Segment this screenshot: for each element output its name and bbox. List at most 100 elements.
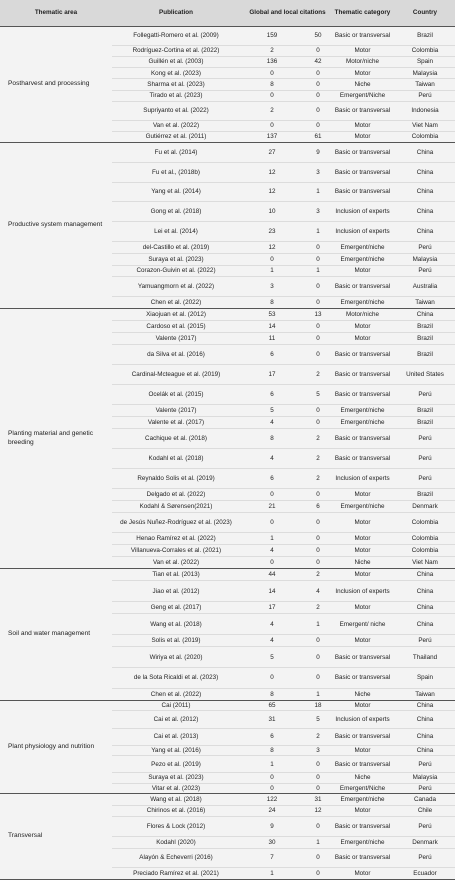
country-cell: China (416, 746, 434, 754)
table-row: Kong et al. (2023) 0 0 Motor Malaysia (112, 68, 455, 80)
country-cell: Perú (418, 637, 432, 645)
thematic-group: Postharvest and processing Follegatti-Rom… (0, 27, 455, 143)
category-cell: Motor (354, 702, 371, 710)
global-cell: 0 (270, 491, 274, 499)
category-cell: Inclusion of experts (335, 715, 390, 723)
country-cell: Brazil (417, 491, 433, 499)
publication-cell: Kong et al. (2023) (150, 69, 202, 77)
publication-cell: de Jesús Nuñez-Rodríguez et al. (2023) (120, 519, 232, 527)
category-cell: Basic or transversal (334, 370, 391, 378)
thematic-area: Productive system management (8, 221, 103, 229)
local-cell: 2 (316, 370, 320, 378)
publication-cell: Ocelák et al. (2015) (148, 390, 204, 398)
table-row: Valente (2017) 5 0 Emergent/niche Brazil (112, 405, 455, 418)
table-row: Guillén et al. (2003) 136 42 Motor/niche Spa… (112, 57, 455, 69)
global-cell: 0 (270, 774, 274, 782)
country-cell: China (416, 208, 434, 216)
table-row: Cardoso et al. (2015) 14 0 Motor Brazil (112, 321, 455, 333)
global-cell: 65 (268, 702, 276, 710)
category-cell: Basic or transversal (334, 32, 391, 40)
category-cell: Inclusion of experts (335, 228, 390, 236)
global-cell: 0 (270, 558, 274, 566)
category-cell: Motor (354, 122, 371, 130)
table-row: Ocelák et al. (2015) 6 5 Basic or transvers… (112, 385, 455, 406)
table-row: Alayón & Echeverri (2016) 7 0 Basic or tran… (112, 849, 455, 869)
category-cell: Motor (354, 604, 371, 612)
group-rows: Xiaojuan et al. (2012) 53 13 Motor/niche Chi… (112, 309, 455, 568)
category-cell: Basic or transversal (334, 733, 391, 741)
publication-cell: Gutiérrez et al. (2011) (145, 133, 207, 141)
global-cell: 0 (270, 519, 274, 527)
table-row: Cai (2011) 65 18 Motor China (112, 701, 455, 712)
global-cell: 14 (268, 587, 276, 595)
category-cell: Motor (354, 69, 371, 77)
country-cell: Brazil (417, 32, 433, 40)
publication-cell: Kodahl & Sørensen(2021) (139, 503, 213, 511)
category-cell: Basic or transversal (334, 148, 391, 156)
local-cell: 0 (316, 637, 320, 645)
local-cell: 0 (316, 322, 320, 330)
local-cell: 0 (316, 870, 320, 878)
local-cell: 0 (316, 299, 320, 307)
country-cell: China (416, 604, 434, 612)
local-cell: 0 (316, 774, 320, 782)
category-cell: Motor (354, 133, 371, 141)
category-cell: Emergent/ niche (339, 620, 386, 628)
thematic-group: Productive system management Fu et al. (2… (0, 143, 455, 309)
publication-cell: Pezo et al. (2019) (151, 760, 201, 768)
global-cell: 0 (270, 92, 274, 100)
table-row: Chen et al. (2022) 8 0 Emergent/niche Taiwan (112, 297, 455, 308)
local-cell: 0 (316, 406, 320, 414)
publication-cell: Geng et al. (2017) (150, 604, 202, 612)
table-row: Yang et al. (2016) 8 3 Motor China (112, 746, 455, 757)
global-cell: 17 (268, 604, 276, 612)
country-cell: China (416, 310, 434, 318)
publication-cell: Van et al. (2022) (152, 558, 200, 566)
global-cell: 4 (270, 418, 274, 426)
country-cell: China (416, 715, 434, 723)
global-cell: 6 (270, 350, 274, 358)
thematic-area: Planting material and genetic breeding (8, 429, 94, 446)
publication-cell: Yang et al. (2016) (151, 746, 201, 754)
publication-cell: Tian et al. (2013) (152, 571, 200, 579)
global-cell: 136 (266, 58, 278, 66)
country-cell: Perú (418, 92, 432, 100)
thematic-group: Soil and water management Tian et al. (20… (0, 569, 455, 701)
table-row: da Silva et al. (2016) 6 0 Basic or transve… (112, 345, 455, 365)
category-cell: Emergent/niche (340, 795, 385, 803)
category-cell: Basic or transversal (334, 168, 391, 176)
table-row: Corazon-Guivin et al. (2022) 1 1 Motor Perú (112, 266, 455, 278)
global-cell: 24 (268, 807, 276, 815)
category-cell: Motor (354, 519, 371, 527)
local-cell: 0 (316, 491, 320, 499)
global-cell: 9 (270, 823, 274, 831)
category-cell: Basic or transversal (334, 674, 391, 682)
global-cell: 8 (270, 746, 274, 754)
local-cell: 0 (316, 334, 320, 342)
country-cell: Denmark (412, 838, 438, 846)
country-cell: Perú (418, 854, 432, 862)
local-cell: 2 (316, 604, 320, 612)
local-cell: 2 (316, 434, 320, 442)
local-cell: 0 (316, 823, 320, 831)
table-row: Lei et al. (2014) 23 1 Inclusion of experts… (112, 222, 455, 243)
local-cell: 1 (316, 838, 320, 846)
publication-cell: Lei et al. (2014) (154, 228, 198, 236)
country-cell: Thailand (412, 653, 438, 661)
country-cell: Perú (418, 390, 432, 398)
global-cell: 11 (268, 334, 276, 342)
category-cell: Emergent/Niche (339, 784, 386, 792)
local-cell: 1 (316, 267, 320, 275)
country-cell: Colombia (411, 546, 439, 554)
publication-cell: Sharma et al. (2023) (147, 80, 205, 88)
publication-cell: Villanueva-Corrales et al. (2021) (130, 546, 222, 554)
country-cell: Brazil (417, 334, 433, 342)
global-cell: 27 (268, 148, 276, 156)
global-cell: 4 (270, 620, 274, 628)
global-cell: 2 (270, 107, 274, 115)
publication-cell: Preciado Ramírez et al. (2021) (133, 870, 219, 878)
country-cell: China (416, 228, 434, 236)
category-cell: Emergent/Niche (339, 92, 386, 100)
category-cell: Motor (354, 322, 371, 330)
